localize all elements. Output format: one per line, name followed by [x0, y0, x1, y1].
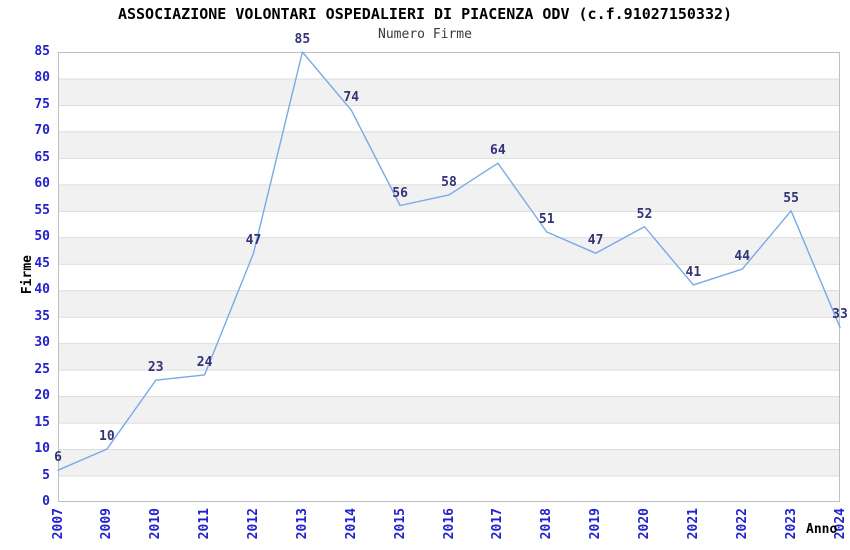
x-tick-text-2012: 2012	[246, 508, 261, 540]
x-tick-text-2021: 2021	[685, 508, 701, 540]
point-label-2023: 55	[783, 190, 799, 206]
x-tick-text-2011: 2011	[197, 508, 213, 540]
point-label-2014: 74	[343, 90, 360, 106]
point-label-2018: 51	[538, 212, 555, 227]
point-label-2017: 64	[490, 143, 506, 159]
y-tick-35: 35	[34, 308, 50, 324]
x-tick-text-2022: 2022	[734, 508, 750, 540]
point-label-2012: 47	[245, 233, 262, 249]
point-label-2024: 33	[832, 307, 848, 323]
y-tick-20: 20	[34, 388, 50, 404]
point-label-2016: 58	[441, 174, 457, 190]
chart-title: ASSOCIAZIONE VOLONTARI OSPEDALIERI DI PI…	[117, 5, 733, 23]
x-tick-text-2016: 2016	[441, 508, 457, 540]
chart-subtitle: Numero Firme	[378, 27, 472, 42]
y-axis-title-text: Firme	[20, 255, 35, 295]
y-tick-0: 0	[42, 494, 50, 509]
band-45-50	[58, 237, 840, 264]
x-tick-text-2018: 2018	[539, 508, 555, 540]
x-tick-text-2019: 2019	[588, 508, 604, 540]
y-tick-40: 40	[34, 282, 50, 298]
y-tick-80: 80	[34, 70, 50, 86]
y-tick-65: 65	[34, 149, 50, 165]
point-label-2022: 44	[734, 249, 751, 265]
band-5-10	[58, 449, 840, 476]
x-axis-title: Anno	[806, 522, 838, 537]
firme-line	[57, 51, 841, 471]
point-label-2010: 23	[147, 360, 164, 376]
point-label-2015: 56	[392, 185, 408, 201]
grid-lines	[58, 78, 840, 477]
x-tick-text-2017: 2017	[490, 508, 506, 540]
x-tick-text-2007: 2007	[50, 508, 66, 540]
band-25-30	[58, 343, 840, 370]
point-label-2007: 6	[54, 450, 62, 466]
band-35-40	[58, 290, 840, 317]
y-tick-15: 15	[34, 414, 50, 430]
point-label-2019: 47	[587, 233, 604, 249]
plot-border-rect	[58, 52, 840, 502]
plot-bands	[58, 78, 840, 476]
point-label-2021: 41	[685, 264, 702, 280]
band-75-80	[58, 78, 840, 105]
x-tick-text-2015: 2015	[392, 508, 408, 540]
y-tick-30: 30	[34, 335, 50, 351]
x-tick-text-2023: 2023	[783, 508, 799, 540]
y-tick-50: 50	[34, 229, 50, 245]
band-55-60	[58, 184, 840, 211]
point-label-2020: 52	[636, 206, 653, 222]
y-tick-10: 10	[34, 441, 50, 457]
band-15-20	[58, 396, 840, 423]
y-tick-85: 85	[34, 44, 50, 59]
x-tick-text-2009: 2009	[99, 508, 115, 540]
x-tick-text-2020: 2020	[637, 508, 652, 540]
point-label-2011: 24	[196, 354, 213, 370]
y-tick-70: 70	[34, 123, 50, 139]
band-65-70	[58, 131, 840, 158]
y-tick-75: 75	[34, 96, 50, 112]
point-label-2013: 85	[294, 32, 311, 47]
y-tick-5: 5	[42, 467, 50, 483]
point-label-2009: 10	[99, 429, 115, 445]
series-line	[57, 51, 841, 471]
y-tick-25: 25	[34, 361, 50, 377]
x-tick-text-2014: 2014	[343, 508, 359, 540]
y-tick-60: 60	[34, 176, 50, 192]
y-tick-55: 55	[34, 202, 50, 218]
plot-border	[58, 52, 840, 502]
x-tick-text-2013: 2013	[294, 508, 310, 540]
y-tick-45: 45	[34, 255, 50, 271]
x-tick-text-2010: 2010	[148, 508, 164, 540]
